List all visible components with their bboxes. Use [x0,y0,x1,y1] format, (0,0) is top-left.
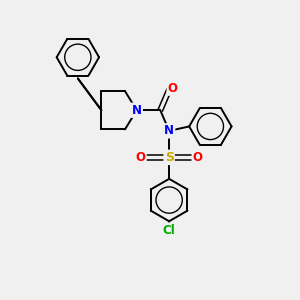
Text: O: O [193,151,203,164]
Text: O: O [136,151,146,164]
Text: O: O [168,82,178,95]
Text: N: N [132,104,142,117]
Text: S: S [165,151,174,164]
Text: Cl: Cl [163,224,175,237]
Text: N: N [164,124,174,137]
